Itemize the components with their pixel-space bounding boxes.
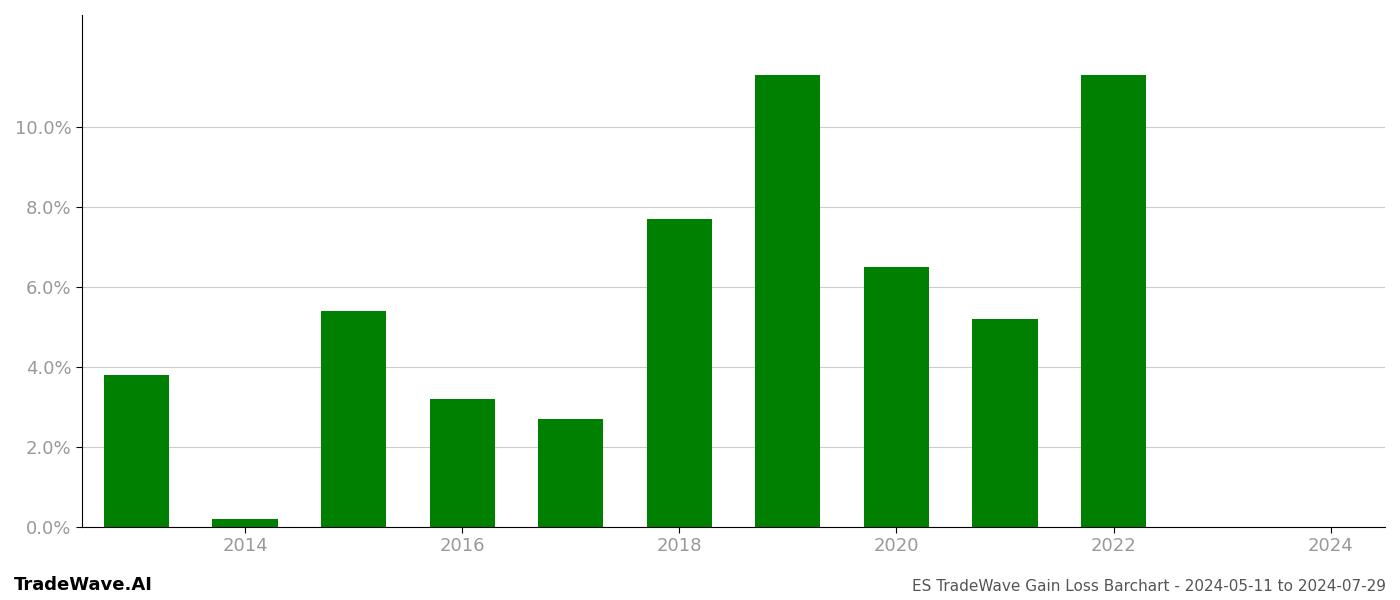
- Bar: [538, 419, 603, 527]
- Bar: [864, 267, 930, 527]
- Bar: [321, 311, 386, 527]
- Bar: [430, 398, 494, 527]
- Bar: [1081, 75, 1147, 527]
- Bar: [755, 75, 820, 527]
- Bar: [647, 219, 711, 527]
- Bar: [973, 319, 1037, 527]
- Bar: [213, 518, 277, 527]
- Text: ES TradeWave Gain Loss Barchart - 2024-05-11 to 2024-07-29: ES TradeWave Gain Loss Barchart - 2024-0…: [911, 579, 1386, 594]
- Bar: [104, 375, 169, 527]
- Text: TradeWave.AI: TradeWave.AI: [14, 576, 153, 594]
